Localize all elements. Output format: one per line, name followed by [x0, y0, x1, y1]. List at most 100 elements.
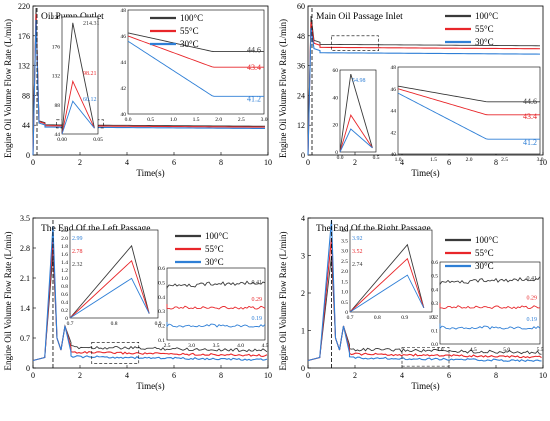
inset-y-tick: 44	[391, 109, 397, 115]
inset-y-tick: 44	[121, 60, 127, 66]
series-line-1	[307, 15, 541, 156]
legend-label: 55°C	[475, 248, 494, 258]
y-tick-label: 2.1	[20, 274, 30, 283]
inset-series-3	[339, 128, 373, 153]
inset-peak-label: 3.52	[352, 249, 363, 255]
inset-y-tick: 20	[333, 123, 339, 129]
inset-x-tick: 1.5	[430, 157, 437, 163]
x-axis-label: Time(s)	[136, 381, 164, 391]
end-value-label: 0.29	[527, 295, 538, 301]
inset-y-tick: 1.6	[61, 252, 68, 258]
series-line-3	[307, 27, 541, 156]
legend-label: 55°C	[475, 24, 494, 34]
inset-y-tick: 0.0	[431, 342, 438, 348]
inset-y-tick: 0.6	[61, 292, 68, 298]
series-line-2	[307, 237, 542, 362]
inset-y-tick: 0.8	[61, 284, 68, 290]
inset-x-tick: 3.0	[261, 117, 268, 123]
inset-y-tick: 3.5	[341, 238, 348, 244]
legend-label: 30°C	[475, 37, 494, 47]
end-value-label: 0.41	[252, 280, 263, 286]
end-value-label: 44.6	[247, 46, 261, 55]
inset-series-2	[69, 259, 150, 319]
series-line-1	[307, 255, 542, 361]
inset-peak-label: 2.78	[72, 249, 83, 255]
inset-series-3	[127, 40, 264, 97]
legend-label: 100°C	[475, 11, 498, 21]
zoom-box	[56, 119, 104, 129]
inset-x-tick: 2.5	[501, 157, 508, 163]
x-tick-label: 2	[353, 158, 357, 167]
inset-x-tick: 1.0	[170, 117, 177, 123]
inset-y-tick: 0	[335, 150, 338, 156]
inset-peak-label: 54.98	[352, 78, 366, 84]
legend: 100°C 55°C 30°C	[175, 231, 228, 267]
y-tick-label: 0	[301, 151, 305, 160]
inset-x-tick: 0.8	[374, 315, 381, 321]
x-tick-label: 8	[494, 371, 498, 380]
inset-x-tick: 1.5	[193, 117, 200, 123]
inset-series-2	[349, 257, 425, 313]
inset-series-2	[166, 304, 266, 310]
inset-y-tick: 42	[391, 130, 397, 136]
zoom-box	[401, 347, 450, 367]
inset-y-tick: 0	[345, 310, 348, 316]
inset-y-tick: 1.4	[61, 260, 68, 266]
inset-x-tick: 2.5	[164, 343, 171, 349]
y-tick-label: 12	[297, 121, 305, 130]
inset-x-tick: 3.5	[213, 343, 220, 349]
inset-frame	[69, 229, 159, 319]
legend: 100°C 55°C 30°C	[150, 13, 203, 49]
inset-y-tick: 0.5	[158, 280, 165, 286]
inset-y-tick: 46	[391, 87, 397, 93]
inset-y-tick: 48	[391, 65, 397, 71]
inset-peak-label: 98.21	[83, 71, 97, 77]
y-tick-label: 0	[301, 364, 305, 373]
inset-x-tick: 0.05	[93, 137, 103, 143]
inset-x-tick: 1.0	[395, 157, 402, 163]
y-tick-label: 88	[22, 91, 30, 100]
inset-y-tick: 176	[52, 44, 61, 50]
inset-series-1	[127, 32, 264, 53]
inset-y-tick: 2.5	[341, 259, 348, 265]
inset-peak-label: 214.31	[83, 21, 100, 27]
panel-title: The End Of the Right Passage	[316, 223, 431, 234]
inset-x-tick: 1.0	[429, 315, 436, 321]
legend-label: 100°C	[475, 235, 498, 245]
end-value-label: 43.4	[523, 112, 537, 121]
y-tick-label: 2	[301, 289, 305, 298]
legend-label: 30°C	[180, 39, 199, 49]
inset-y-tick: 40	[333, 95, 339, 101]
inset-y-tick: 1.8	[61, 244, 68, 250]
inset-y-tick: 0.4	[61, 300, 68, 306]
inset-series-1	[439, 276, 541, 286]
inset-y-tick: 88	[55, 103, 61, 109]
inset-peak-label: 2.99	[72, 236, 83, 242]
inset-x-tick: 0.9	[155, 321, 162, 327]
x-tick-label: 4	[400, 158, 404, 167]
x-tick-label: 4	[400, 371, 404, 380]
inset-y-tick: 0	[65, 316, 68, 322]
panel-4: 0 1 2 3 4 0 2 4 6 8 10 Time(s) Engine Oil Volume Flo…	[278, 214, 547, 391]
inset-y-tick: 0.5	[431, 274, 438, 280]
y-tick-label: 44	[22, 121, 30, 130]
y-axis-label: Engine Oil Volume Flow Rate (L/min)	[278, 19, 288, 158]
inset-series-1	[61, 22, 95, 135]
legend: 100°C 55°C 30°C	[445, 11, 498, 47]
y-tick-label: 1	[301, 327, 305, 336]
panel-title: The End Of the Left Passage	[41, 223, 150, 234]
inset-peak-label: 2.32	[72, 262, 83, 268]
inset-y-tick: 1.2	[61, 268, 68, 274]
inset-series-2	[397, 88, 540, 116]
inset-x-tick: 2.0	[466, 157, 473, 163]
inset-series-3	[61, 100, 95, 135]
inset-frame	[166, 267, 266, 341]
inset-series-3	[69, 277, 150, 319]
inset-frame	[439, 261, 541, 345]
inset-series-1	[69, 244, 150, 319]
inset-y-tick: 0.2	[158, 324, 165, 330]
y-tick-label: 176	[18, 32, 30, 41]
inset-y-tick: 0.3	[431, 301, 438, 307]
